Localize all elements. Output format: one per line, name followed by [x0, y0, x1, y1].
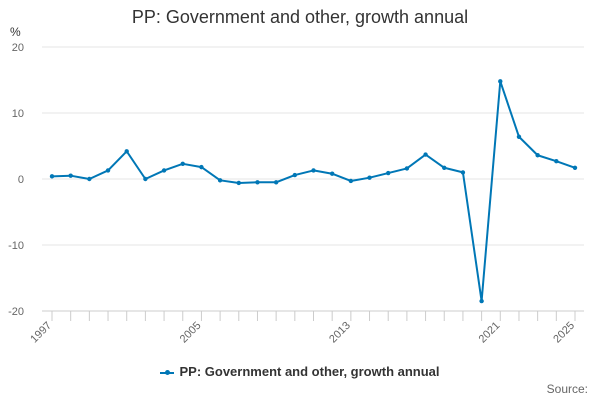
data-point — [423, 152, 428, 157]
y-tick-label: 20 — [12, 42, 24, 54]
data-point — [442, 165, 447, 170]
data-point — [180, 161, 185, 167]
grid-lines — [42, 46, 584, 246]
data-point — [273, 180, 279, 185]
x-tick-label: 1997 — [28, 320, 54, 346]
data-point — [386, 170, 391, 176]
data-point — [255, 180, 260, 185]
data-point — [292, 172, 298, 178]
chart-title: PP: Government and other, growth annual — [131, 7, 469, 27]
x-axis-ticks: 1997 2005 2013 2021 2025 — [28, 311, 577, 345]
x-tick-label: 2025 — [551, 320, 577, 346]
data-point — [348, 178, 354, 184]
data-point — [217, 178, 223, 183]
y-axis-unit-label: % — [10, 25, 21, 39]
series-line — [51, 80, 576, 303]
data-point — [49, 174, 55, 179]
y-tick-label: -10 — [8, 240, 24, 252]
data-point — [516, 134, 522, 139]
data-point — [143, 176, 148, 182]
legend[interactable]: PP: Government and other, growth annual — [0, 364, 600, 379]
x-tick-label: 2021 — [477, 320, 503, 346]
data-point — [367, 175, 372, 180]
data-point — [535, 153, 540, 158]
data-point — [199, 164, 204, 170]
data-point — [329, 171, 335, 176]
data-point — [460, 170, 466, 175]
y-tick-label: -20 — [8, 306, 24, 318]
data-point — [161, 168, 167, 173]
data-point — [404, 166, 410, 171]
data-point — [479, 298, 484, 304]
data-point — [124, 149, 129, 154]
source-label: Source: — [546, 382, 588, 396]
data-point — [68, 173, 73, 178]
data-point — [87, 176, 92, 182]
x-tick-label: 2013 — [327, 320, 353, 346]
legend-marker — [160, 369, 175, 375]
legend-label: PP: Government and other, growth annual — [179, 364, 440, 379]
y-tick-label: 10 — [12, 108, 24, 120]
data-point — [311, 168, 316, 173]
data-point — [498, 79, 503, 84]
data-point — [554, 158, 559, 164]
y-tick-label: 0 — [18, 174, 24, 186]
x-tick-label: 2005 — [178, 320, 204, 346]
data-point — [572, 165, 578, 170]
y-axis-ticks: -20 -10 0 10 20 — [8, 42, 24, 318]
data-point — [105, 168, 111, 173]
data-point — [236, 180, 241, 186]
series-group — [49, 79, 578, 304]
